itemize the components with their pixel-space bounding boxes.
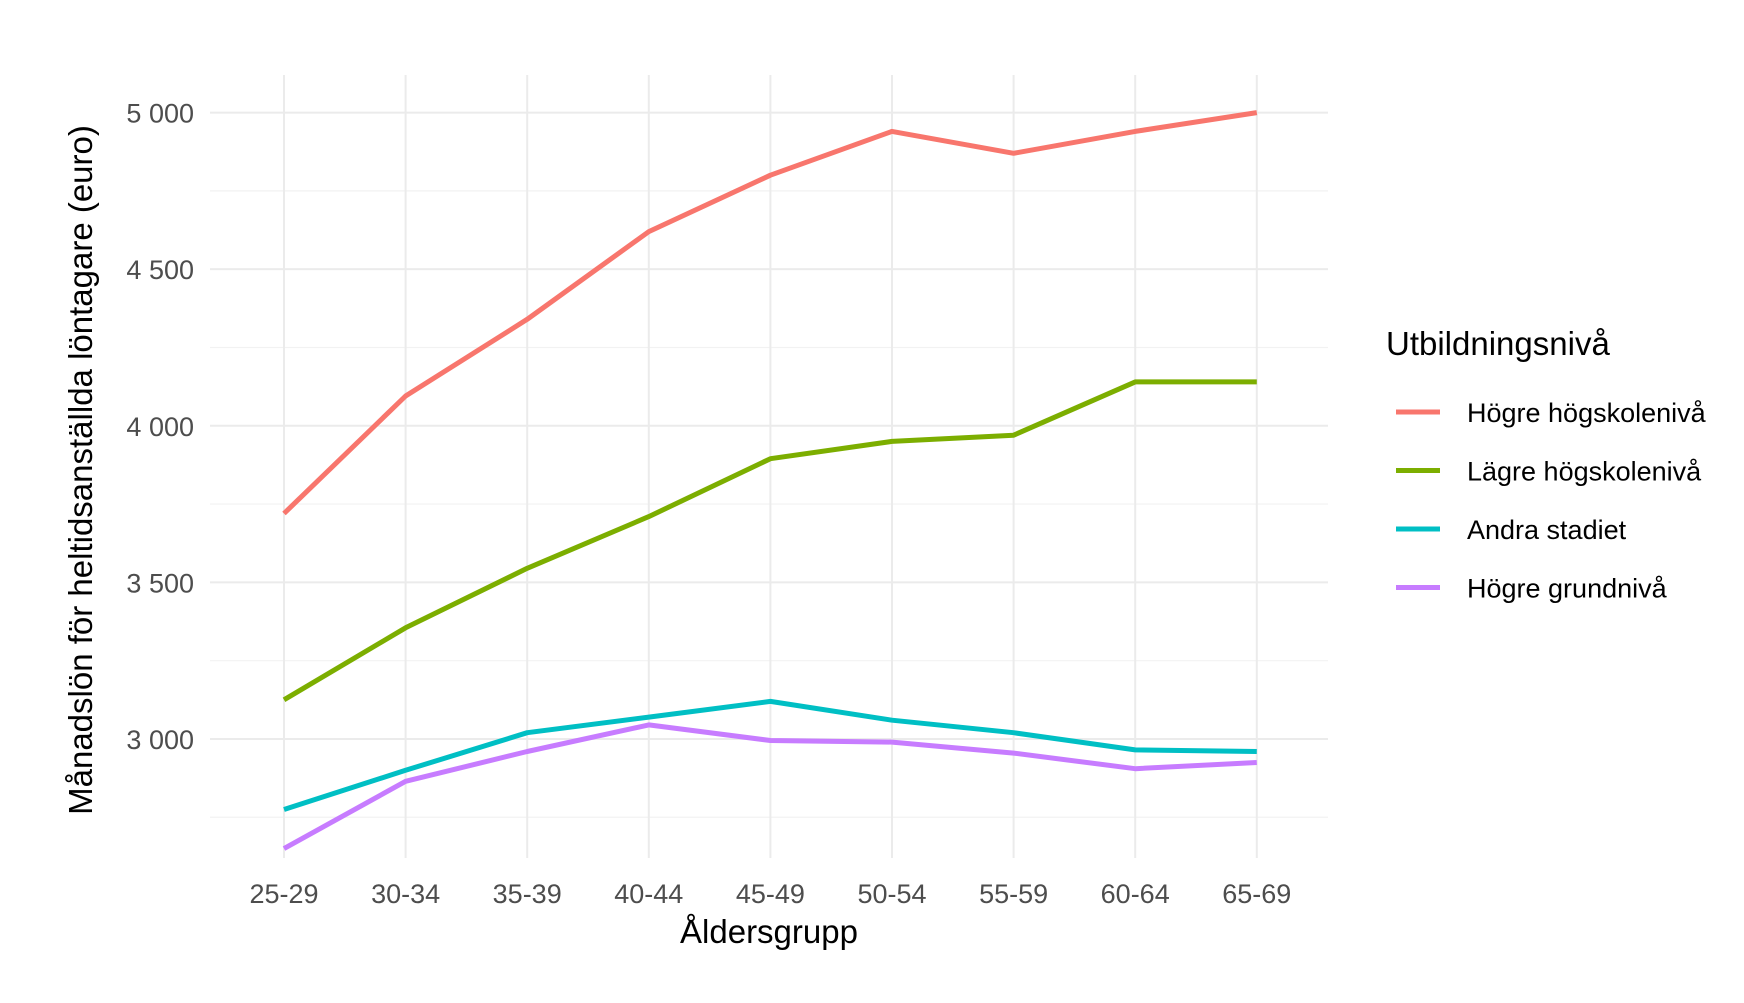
y-tick-label: 4 000 <box>126 412 194 442</box>
x-tick-label: 35-39 <box>493 879 562 909</box>
y-axis-ticks: 3 000 3 500 4 000 4 500 5 000 <box>126 99 194 755</box>
x-tick-label: 25-29 <box>249 879 318 909</box>
x-tick-label: 45-49 <box>736 879 805 909</box>
x-tick-label: 30-34 <box>371 879 440 909</box>
legend-items: Högre högskolenivå Lägre högskolenivå Andr… <box>1396 398 1707 604</box>
x-axis-title: Åldersgrupp <box>680 913 858 950</box>
series-line-2 <box>282 379 1257 702</box>
series-line-4 <box>282 722 1257 851</box>
y-axis-title: Månadslön för heltidsanställda löntagare… <box>62 125 99 815</box>
legend-label: Andra stadiet <box>1467 515 1627 545</box>
x-tick-label: 50-54 <box>857 879 926 909</box>
x-tick-label: 65-69 <box>1222 879 1291 909</box>
x-tick-label: 60-64 <box>1101 879 1170 909</box>
x-axis-ticks: 25-29 30-34 35-39 40-44 45-49 50-54 55-59 60-64… <box>249 879 1291 909</box>
legend: Utbildningsnivå Högre högskolenivå Lägre … <box>1386 325 1707 604</box>
legend-label: Högre grundnivå <box>1467 574 1668 604</box>
series-line-1 <box>282 110 1258 516</box>
series-line-3 <box>283 698 1257 812</box>
legend-title: Utbildningsnivå <box>1386 325 1610 362</box>
legend-label: Lägre högskolenivå <box>1467 457 1702 487</box>
x-tick-label: 40-44 <box>614 879 683 909</box>
y-tick-label: 4 500 <box>126 255 194 285</box>
series-lines <box>282 110 1258 851</box>
y-tick-label: 3 500 <box>126 568 194 598</box>
y-tick-label: 5 000 <box>126 99 194 129</box>
x-tick-label: 55-59 <box>979 879 1048 909</box>
legend-label: Högre högskolenivå <box>1467 398 1707 428</box>
y-tick-label: 3 000 <box>126 725 194 755</box>
